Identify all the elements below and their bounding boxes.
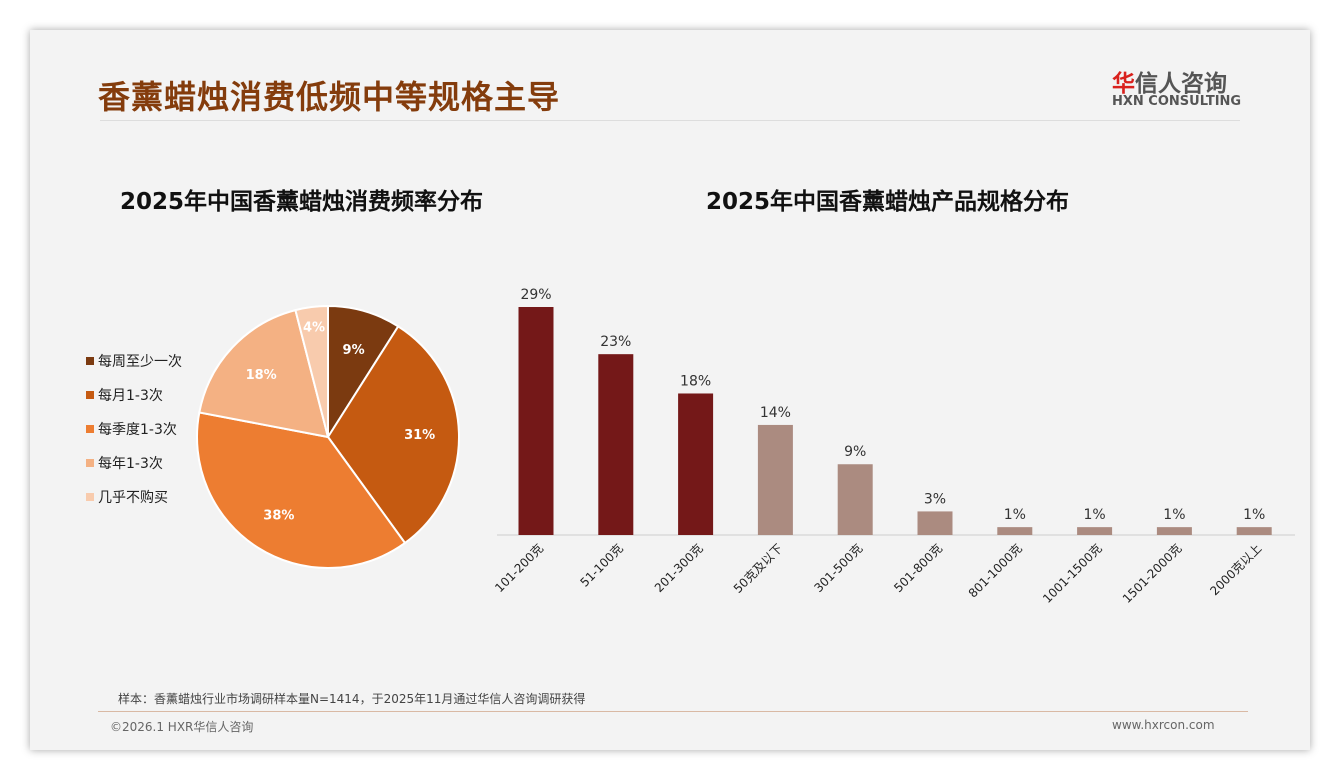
pie-slice	[196, 411, 407, 569]
legend-label: 每年1-3次	[98, 456, 163, 472]
divider	[100, 120, 1240, 121]
pie-legend: 每周至少一次 每月1-3次 每季度1-3次 每年1-3次 几乎不购买	[86, 344, 182, 514]
bar	[1077, 527, 1113, 535]
legend-swatch	[86, 425, 94, 433]
bar-data-label: 3%	[924, 491, 946, 507]
bar	[837, 464, 873, 535]
legend-swatch	[86, 391, 94, 399]
bar-data-label: 23%	[600, 334, 631, 350]
legend-label: 每周至少一次	[98, 354, 182, 370]
x-tick-label: 51-100克	[577, 541, 625, 589]
bar-data-label: 1%	[1163, 507, 1185, 523]
logo-en: HXN CONSULTING	[1112, 94, 1242, 109]
x-tick-label: 201-300克	[652, 541, 706, 595]
x-tick-label: 1501-2000克	[1120, 541, 1185, 606]
x-tick-label: 801-1000克	[966, 541, 1025, 600]
x-tick-label: 501-800克	[891, 541, 945, 595]
pie-data-label: 9%	[343, 343, 365, 358]
bar-data-label: 29%	[520, 287, 551, 303]
bar-data-label: 14%	[760, 405, 791, 421]
copyright: ©2026.1 HXR华信人咨询	[110, 720, 254, 734]
pie-slice	[198, 308, 330, 439]
legend-label: 每季度1-3次	[98, 422, 177, 438]
legend-item: 每年1-3次	[86, 446, 182, 480]
logo: 华信人咨询	[1112, 71, 1227, 97]
legend-item: 每周至少一次	[86, 344, 182, 378]
legend-item: 每月1-3次	[86, 378, 182, 412]
sample-note: 样本：香薰蜡烛行业市场调研样本量N=1414，于2025年11月通过华信人咨询调…	[118, 692, 586, 706]
x-tick-label: 1001-1500克	[1040, 541, 1105, 606]
footer-divider	[98, 711, 1248, 712]
page-title: 香薰蜡烛消费低频中等规格主导	[98, 78, 561, 116]
legend-label: 每月1-3次	[98, 388, 163, 404]
pie-slice	[294, 304, 329, 438]
pie-title: 2025年中国香薰蜡烛消费频率分布	[120, 189, 484, 215]
legend-swatch	[86, 493, 94, 501]
legend-swatch	[86, 357, 94, 365]
pie-data-label: 4%	[303, 321, 325, 336]
pie-slice	[326, 325, 460, 545]
bar	[1236, 527, 1272, 535]
bar	[1156, 527, 1192, 535]
pie-data-label: 31%	[404, 428, 435, 443]
pie-data-label: 18%	[246, 368, 277, 383]
bar-data-label: 1%	[1083, 507, 1105, 523]
legend-label: 几乎不购买	[98, 490, 168, 506]
bar-data-label: 1%	[1243, 507, 1265, 523]
legend-item: 几乎不购买	[86, 480, 182, 514]
x-tick-label: 50克及以下	[731, 541, 786, 596]
legend-item: 每季度1-3次	[86, 412, 182, 446]
bar	[678, 393, 714, 535]
x-tick-label: 301-500克	[811, 541, 865, 595]
bar-title: 2025年中国香薰蜡烛产品规格分布	[706, 189, 1070, 215]
bar-data-label: 1%	[1004, 507, 1026, 523]
bar	[598, 354, 634, 535]
x-tick-label: 2000克以上	[1207, 541, 1264, 598]
bar	[997, 527, 1033, 535]
bar-data-label: 9%	[844, 444, 866, 460]
bar	[518, 307, 554, 535]
bar	[757, 424, 793, 535]
bar-data-label: 18%	[680, 373, 711, 389]
x-tick-label: 101-200克	[492, 541, 546, 595]
pie-data-label: 38%	[263, 508, 294, 523]
bar	[917, 511, 953, 535]
website: www.hxrcon.com	[1112, 718, 1215, 732]
legend-swatch	[86, 459, 94, 467]
